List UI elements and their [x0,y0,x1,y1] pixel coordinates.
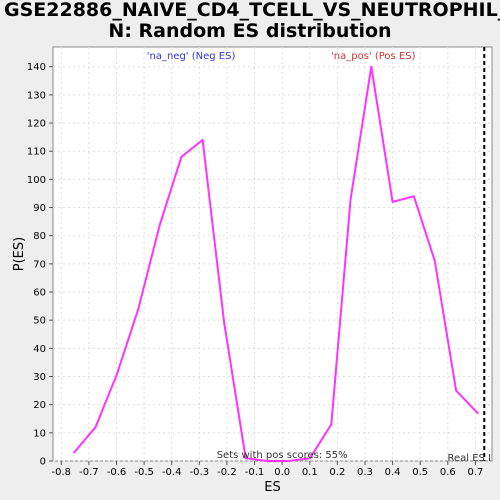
y-tick-label: 120 [27,119,46,130]
pos-scores-text: Sets with pos scores: 55% [217,450,348,461]
x-tick-label: 0.6 [440,467,456,478]
y-tick-label: 90 [33,203,46,214]
data-point [412,195,415,198]
data-point [433,260,436,263]
y-tick-label: 130 [27,90,46,101]
grid [53,47,492,462]
neg-es-label: 'na_neg' (Neg ES) [147,51,236,62]
chart-title-line-2: N: Random ES distribution [108,20,392,42]
y-tick-label: 80 [33,231,46,242]
data-point [370,65,373,68]
y-tick-label: 50 [33,316,46,327]
x-tick-label: 0.2 [329,467,345,478]
data-point [137,307,140,310]
y-tick-label: 0 [40,457,46,468]
y-axis-label: P(ES) [12,237,27,271]
y-tick-label: 60 [33,288,46,299]
data-point [201,138,204,141]
chart-title: GSE22886_NAIVE_CD4_TCELL_VS_NEUTROPHIL_D… [0,0,500,42]
data-point [223,322,226,324]
pos-es-label: 'na_pos' (Pos ES) [331,51,416,62]
axes: 0 10 20 30 40 50 60 70 80 90 100 110 120 130 140 -0.8 -0… [12,62,483,495]
x-tick-label: -0.4 [162,467,182,478]
data-point [476,412,479,415]
data-point [180,155,183,158]
y-tick-label: 70 [33,259,46,270]
x-tick-label: 0.7 [467,467,483,478]
data-point [309,457,312,460]
data-point [94,426,97,429]
y-tick-label: 140 [27,62,46,73]
x-tick-label: 0.3 [357,467,373,478]
series-layer [72,65,479,462]
x-tick-label: -0.1 [245,467,265,478]
x-tick-label: 0.5 [412,467,428,478]
data-point [158,223,161,226]
data-point [287,460,290,462]
data-point [330,423,333,426]
y-tick-label: 110 [27,147,46,158]
data-point [349,198,352,201]
plot-area [52,46,493,462]
annotations: 'na_neg' (Neg ES) 'na_pos' (Pos ES) Sets w… [147,47,491,464]
data-point [391,200,394,203]
y-tick-label: 100 [27,175,46,186]
data-point [265,460,268,462]
data-point [72,451,75,454]
x-tick-label: 0.4 [385,467,401,478]
series-line [73,65,479,462]
y-tick-label: 40 [33,344,46,355]
x-tick-label: -0.3 [190,467,210,478]
x-tick-label: -0.2 [217,467,237,478]
y-tick-label: 20 [33,400,46,411]
y-tick-label: 10 [33,428,46,439]
data-point [116,372,119,375]
data-point [244,457,247,460]
x-tick-label: 0.1 [302,467,318,478]
x-tick-label: -0.8 [52,467,72,478]
x-tick-label: -0.6 [107,467,127,478]
x-tick-label: -0.5 [134,467,154,478]
x-axis-label: ES [264,480,280,495]
data-point [455,389,458,392]
y-tick-label: 30 [33,372,46,383]
chart-title-line-1: GSE22886_NAIVE_CD4_TCELL_VS_NEUTROPHIL_D [4,0,500,21]
x-tick-label: -0.7 [79,467,99,478]
real-es-label: Real ES I [447,453,491,464]
x-tick-label: 0.0 [274,467,290,478]
